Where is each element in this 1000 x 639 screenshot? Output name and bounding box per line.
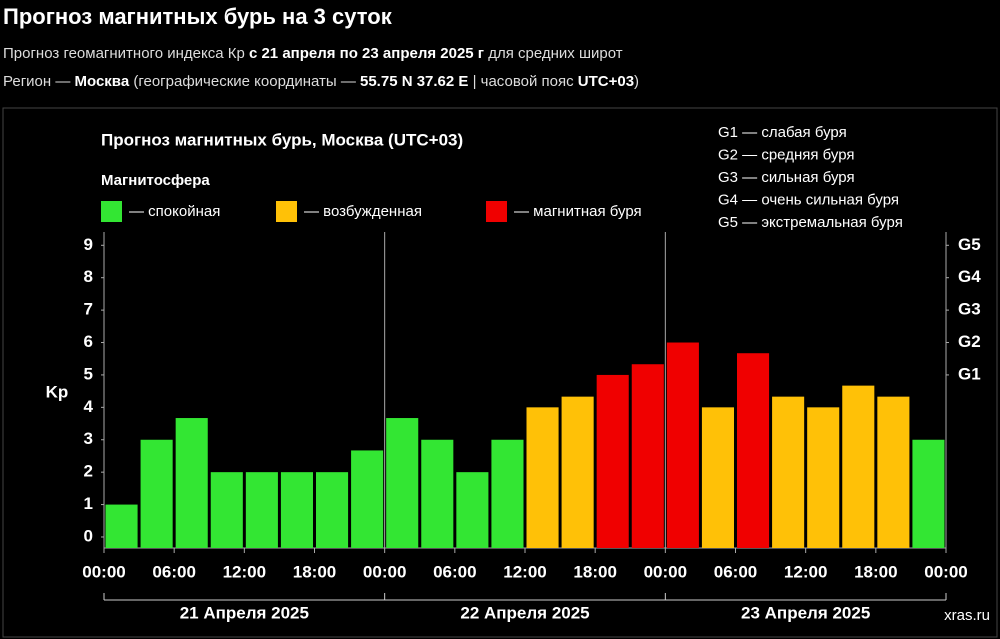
- level-legend: G4 — очень сильная буря: [718, 191, 899, 208]
- legend-label: — магнитная буря: [514, 203, 642, 220]
- bar: [912, 439, 945, 548]
- text-part: Прогноз геомагнитного индекса Кр: [3, 45, 249, 62]
- y-tick-label: 5: [84, 364, 93, 383]
- x-tick-label: 00:00: [924, 562, 967, 581]
- bar: [491, 439, 524, 548]
- level-legend: G2 — средняя буря: [718, 146, 855, 163]
- text-part: UTC+03: [578, 73, 634, 90]
- y-tick-label: 1: [84, 494, 93, 513]
- group-label: 22 Апреля 2025: [460, 603, 589, 622]
- bar: [140, 439, 173, 548]
- bar: [666, 342, 699, 548]
- text-part: Регион —: [3, 73, 75, 90]
- bar: [631, 364, 664, 548]
- level-legend: G1 — слабая буря: [718, 124, 847, 141]
- x-tick-label: 12:00: [223, 562, 266, 581]
- text-part: с 21 апреля по 23 апреля 2025 г: [249, 45, 484, 62]
- y2-tick-label: G2: [958, 332, 981, 351]
- y2-tick-label: G4: [958, 267, 981, 286]
- bar: [456, 472, 489, 548]
- level-legend: G5 — экстремальная буря: [718, 214, 903, 231]
- y-axis-label: Kp: [46, 382, 69, 401]
- bar: [245, 472, 278, 548]
- x-tick-label: 00:00: [363, 562, 406, 581]
- x-tick-label: 00:00: [644, 562, 687, 581]
- legend-swatch: [276, 201, 297, 222]
- text-part: (географические координаты —: [129, 73, 360, 90]
- legend-swatch: [486, 201, 507, 222]
- y-tick-label: 0: [84, 526, 93, 545]
- y2-tick-label: G5: [958, 235, 981, 254]
- x-tick-label: 18:00: [854, 562, 897, 581]
- bar: [421, 439, 454, 548]
- y-tick-label: 2: [84, 462, 93, 481]
- group-label: 23 Апреля 2025: [741, 603, 870, 622]
- watermark: xras.ru: [944, 607, 990, 624]
- bar: [105, 504, 138, 548]
- bar: [877, 396, 910, 548]
- text-part: для средних широт: [484, 45, 623, 62]
- bar: [351, 450, 384, 548]
- chart-title: Прогноз магнитных бурь, Москва (UTC+03): [101, 130, 463, 149]
- text-part: ): [634, 73, 639, 90]
- x-tick-label: 12:00: [503, 562, 546, 581]
- legend-label: — возбужденная: [304, 203, 422, 220]
- bar: [842, 385, 875, 548]
- bar: [386, 418, 419, 548]
- bar: [807, 407, 840, 548]
- legend-label: — спокойная: [129, 203, 220, 220]
- y-tick-label: 8: [84, 267, 93, 286]
- subtitle: Прогноз геомагнитного индекса Кр с 21 ап…: [3, 45, 623, 62]
- level-legend: G3 — сильная буря: [718, 169, 855, 186]
- bar: [701, 407, 734, 548]
- bar: [596, 374, 629, 548]
- page-title: Прогноз магнитных бурь на 3 суток: [3, 4, 393, 29]
- x-tick-label: 06:00: [152, 562, 195, 581]
- y2-tick-label: G3: [958, 300, 981, 319]
- x-tick-label: 12:00: [784, 562, 827, 581]
- y2-tick-label: G1: [958, 364, 981, 383]
- text-part: | часовой пояс: [468, 73, 577, 90]
- x-tick-label: 06:00: [714, 562, 757, 581]
- bar: [737, 353, 770, 548]
- x-tick-label: 00:00: [82, 562, 125, 581]
- text-part: Москва: [75, 73, 130, 90]
- y-tick-label: 6: [84, 332, 93, 351]
- bar: [175, 418, 208, 548]
- x-tick-label: 18:00: [293, 562, 336, 581]
- bar: [280, 472, 313, 548]
- bar: [772, 396, 805, 548]
- y-tick-label: 4: [84, 397, 94, 416]
- y-tick-label: 9: [84, 235, 93, 254]
- legend-title: Магнитосфера: [101, 172, 210, 189]
- y-tick-label: 7: [84, 300, 93, 319]
- bar: [526, 407, 559, 548]
- bar: [316, 472, 349, 548]
- x-tick-label: 06:00: [433, 562, 476, 581]
- y-tick-label: 3: [84, 429, 93, 448]
- legend-swatch: [101, 201, 122, 222]
- region: Регион — Москва (географические координа…: [3, 73, 639, 90]
- bar: [561, 396, 594, 548]
- x-tick-label: 18:00: [573, 562, 616, 581]
- chart-frame: [2, 107, 998, 638]
- text-part: 55.75 N 37.62 E: [360, 73, 468, 90]
- group-label: 21 Апреля 2025: [180, 603, 309, 622]
- bar: [210, 472, 243, 548]
